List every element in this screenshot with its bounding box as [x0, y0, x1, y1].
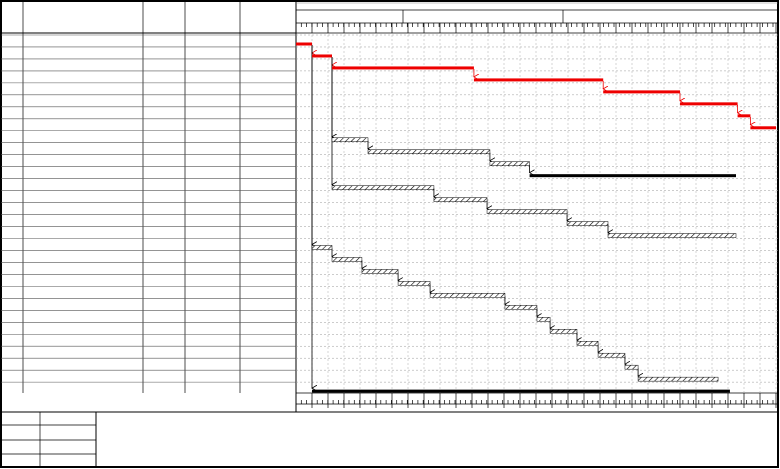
task-bar — [637, 376, 719, 382]
task-bar — [433, 197, 488, 202]
task-bar — [367, 149, 491, 154]
task-bar — [737, 114, 751, 118]
task-bar — [624, 364, 639, 370]
task-bar — [332, 66, 474, 70]
task-bar — [312, 389, 730, 393]
task-bar — [750, 126, 776, 130]
task-bar — [607, 233, 737, 238]
task-bar — [429, 293, 506, 298]
task-bar — [312, 54, 332, 58]
task-bar — [566, 221, 609, 226]
task-bar — [397, 281, 431, 286]
task-bar — [504, 305, 538, 310]
task-bar — [486, 209, 568, 214]
task-bar — [536, 317, 551, 322]
task-bar — [576, 341, 599, 346]
task-bar — [597, 352, 626, 358]
task-bar — [311, 245, 333, 250]
task-bar — [529, 174, 736, 178]
task-bar — [680, 102, 738, 106]
task-bar — [473, 78, 604, 82]
task-bar — [331, 185, 435, 190]
task-bar — [331, 137, 369, 143]
task-bar — [603, 90, 680, 94]
task-bar — [549, 329, 578, 334]
task-bar — [331, 257, 363, 262]
task-bar — [489, 161, 530, 166]
task-bar — [361, 269, 399, 274]
task-bar — [296, 42, 312, 46]
